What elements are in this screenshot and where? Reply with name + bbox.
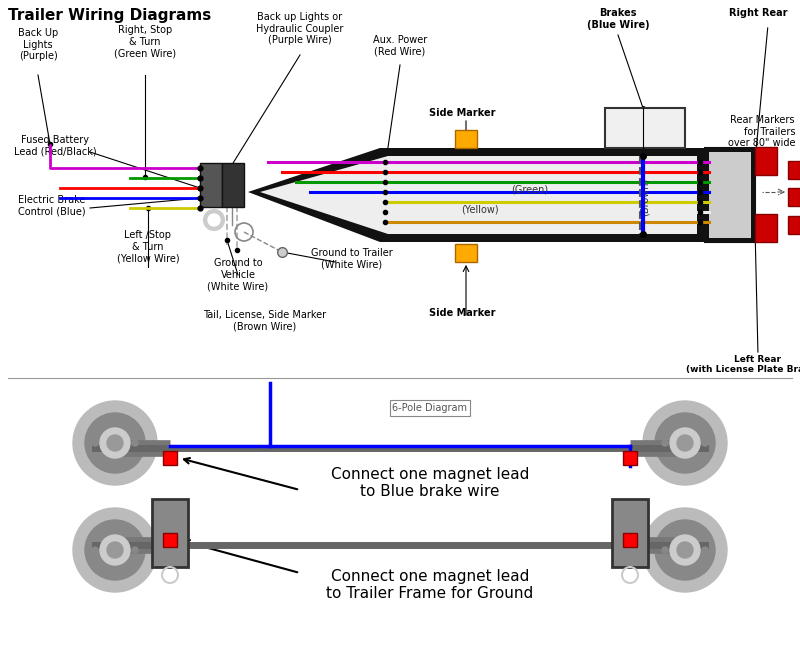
Text: Ground to
Vehicle
(White Wire): Ground to Vehicle (White Wire): [207, 258, 269, 291]
Circle shape: [92, 547, 98, 553]
Bar: [163, 451, 177, 465]
Circle shape: [102, 530, 108, 535]
Bar: [788, 188, 800, 206]
Circle shape: [204, 210, 224, 230]
Circle shape: [672, 422, 678, 429]
Circle shape: [208, 214, 220, 226]
Circle shape: [122, 458, 128, 463]
Bar: [788, 216, 800, 234]
Text: 6-Pole Diagram: 6-Pole Diagram: [393, 403, 467, 413]
Circle shape: [73, 508, 157, 592]
Bar: [605, 108, 685, 148]
Bar: [388, 156, 697, 234]
Circle shape: [132, 547, 138, 553]
Circle shape: [662, 440, 668, 446]
Circle shape: [107, 435, 123, 451]
Bar: [200, 163, 222, 207]
Text: Left /Stop
& Turn
(Yellow Wire): Left /Stop & Turn (Yellow Wire): [117, 230, 179, 263]
Polygon shape: [260, 156, 388, 234]
Bar: [455, 130, 477, 148]
Bar: [152, 499, 188, 567]
Text: Aux. Power
(Red Wire): Aux. Power (Red Wire): [373, 35, 427, 56]
Circle shape: [672, 565, 678, 570]
Text: Fused Battery
Lead (Red/Black): Fused Battery Lead (Red/Black): [14, 135, 96, 156]
Text: Electric Brake
Control (Blue): Electric Brake Control (Blue): [18, 195, 86, 217]
Circle shape: [122, 530, 128, 535]
Text: Side Marker: Side Marker: [429, 108, 495, 118]
Circle shape: [132, 440, 138, 446]
Bar: [755, 147, 777, 175]
Circle shape: [73, 401, 157, 485]
Bar: [455, 244, 477, 262]
Circle shape: [643, 401, 727, 485]
Circle shape: [92, 440, 98, 446]
Circle shape: [702, 547, 708, 553]
Circle shape: [677, 542, 693, 558]
Circle shape: [692, 422, 698, 429]
Text: Right, Stop
& Turn
(Green Wire): Right, Stop & Turn (Green Wire): [114, 25, 176, 58]
Circle shape: [102, 565, 108, 570]
Polygon shape: [248, 148, 380, 242]
Text: Tail, License, Side Marker
(Brown Wire): Tail, License, Side Marker (Brown Wire): [203, 310, 326, 332]
Bar: [623, 451, 637, 465]
Bar: [709, 152, 751, 238]
Text: Side Marker: Side Marker: [429, 308, 495, 318]
Bar: [612, 499, 648, 567]
Circle shape: [122, 422, 128, 429]
Circle shape: [692, 530, 698, 535]
Circle shape: [102, 422, 108, 429]
Bar: [705, 148, 755, 242]
Bar: [788, 161, 800, 179]
Text: Ground to Trailer
(White Wire): Ground to Trailer (White Wire): [311, 248, 393, 269]
Circle shape: [100, 428, 130, 458]
Text: (Brown): (Brown): [640, 178, 650, 216]
Circle shape: [702, 440, 708, 446]
Circle shape: [100, 535, 130, 565]
Text: Left Rear
(with License Plate Bracket): Left Rear (with License Plate Bracket): [686, 355, 800, 374]
Circle shape: [85, 520, 145, 580]
Text: Rear Markers
for Trailers
over 80" wide: Rear Markers for Trailers over 80" wide: [727, 115, 795, 148]
Circle shape: [677, 435, 693, 451]
Text: Right Rear: Right Rear: [729, 8, 787, 18]
Bar: [380, 148, 705, 242]
Circle shape: [670, 535, 700, 565]
Bar: [755, 214, 777, 242]
Text: Back Up
Lights
(Purple): Back Up Lights (Purple): [18, 28, 58, 61]
Circle shape: [85, 413, 145, 473]
Circle shape: [672, 458, 678, 463]
Text: Connect one magnet lead
to Blue brake wire: Connect one magnet lead to Blue brake wi…: [331, 467, 529, 499]
Text: Brakes
(Blue Wire): Brakes (Blue Wire): [586, 8, 650, 30]
Circle shape: [655, 413, 715, 473]
Text: Back up Lights or
Hydraulic Coupler
(Purple Wire): Back up Lights or Hydraulic Coupler (Pur…: [256, 12, 344, 45]
Circle shape: [692, 565, 698, 570]
Circle shape: [102, 458, 108, 463]
Bar: [163, 533, 177, 547]
Circle shape: [662, 547, 668, 553]
Circle shape: [692, 458, 698, 463]
Text: (Yellow): (Yellow): [461, 205, 499, 215]
Text: Trailer Wiring Diagrams: Trailer Wiring Diagrams: [8, 8, 211, 23]
Circle shape: [643, 508, 727, 592]
Circle shape: [672, 530, 678, 535]
Text: (Green): (Green): [511, 185, 549, 195]
Text: Connect one magnet lead
to Trailer Frame for Ground: Connect one magnet lead to Trailer Frame…: [326, 569, 534, 601]
Bar: [222, 163, 244, 207]
Circle shape: [122, 565, 128, 570]
Circle shape: [107, 542, 123, 558]
Circle shape: [655, 520, 715, 580]
Bar: [623, 533, 637, 547]
Circle shape: [670, 428, 700, 458]
